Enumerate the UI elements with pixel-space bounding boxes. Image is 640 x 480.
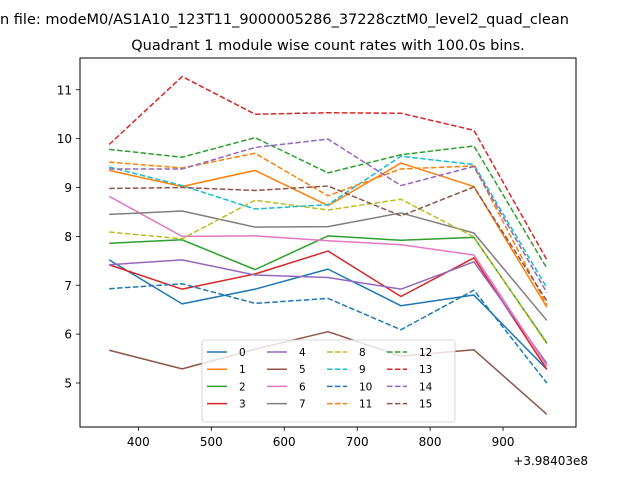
legend-label-5: 5: [299, 364, 306, 376]
series-line-12: [109, 136, 548, 269]
y-tick-label-8: 8: [64, 230, 72, 244]
x-tick-label-600: 600: [273, 435, 296, 449]
legend-box: [201, 339, 456, 423]
legend-label-4: 4: [299, 347, 306, 359]
x-tick-label-400: 400: [127, 435, 150, 449]
legend-label-8: 8: [359, 347, 366, 359]
series-line-9: [108, 155, 548, 289]
legend-label-14: 14: [419, 381, 433, 393]
series-layer: [108, 75, 548, 415]
legend-label-1: 1: [239, 364, 246, 376]
y-tick-label-5: 5: [64, 377, 72, 391]
y-tick-label-9: 9: [64, 181, 72, 195]
legend-label-9: 9: [359, 364, 366, 376]
series-line-8: [109, 198, 548, 345]
series-line-0: [108, 259, 548, 370]
x-tick-label-800: 800: [419, 435, 442, 449]
series-line-6: [108, 195, 548, 367]
x-tick-label-700: 700: [346, 435, 369, 449]
series-line-7: [109, 210, 548, 321]
y-tick-label-10: 10: [57, 132, 72, 146]
legend-label-2: 2: [239, 381, 246, 393]
y-axis: 5 6 7 8 9 10 11: [57, 83, 80, 391]
chart-title: Quadrant 1 module wise count rates with …: [131, 38, 525, 54]
legend-label-15: 15: [419, 399, 432, 411]
series-line-14: [109, 138, 548, 293]
chart-suptitle: n file: modeM0/AS1A10_123T11_9000005286_…: [0, 12, 569, 28]
series-line-3: [108, 250, 548, 370]
y-tick-label-11: 11: [57, 83, 72, 97]
plot-frame: [79, 57, 577, 428]
series-line-4: [109, 259, 548, 364]
legend-label-11: 11: [359, 399, 372, 411]
legend-label-7: 7: [299, 399, 306, 411]
series-line-15: [109, 185, 548, 302]
legend-label-12: 12: [419, 347, 432, 359]
legend-label-13: 13: [419, 364, 432, 376]
x-tick-label-900: 900: [492, 435, 515, 449]
legend-label-10: 10: [359, 381, 372, 393]
legend-label-0: 0: [239, 347, 246, 359]
x-axis: 400 500 600 700 800 900: [127, 427, 515, 449]
series-line-2: [109, 235, 548, 344]
y-tick-label-6: 6: [64, 328, 72, 342]
series-line-5: [108, 330, 548, 415]
series-line-13: [108, 75, 548, 261]
x-offset-label: +3.98403e8: [513, 454, 588, 468]
legend-label-3: 3: [239, 399, 246, 411]
y-tick-label-7: 7: [64, 279, 72, 293]
series-line-10: [109, 283, 548, 384]
x-tick-label-500: 500: [200, 435, 223, 449]
legend-label-6: 6: [299, 381, 306, 393]
